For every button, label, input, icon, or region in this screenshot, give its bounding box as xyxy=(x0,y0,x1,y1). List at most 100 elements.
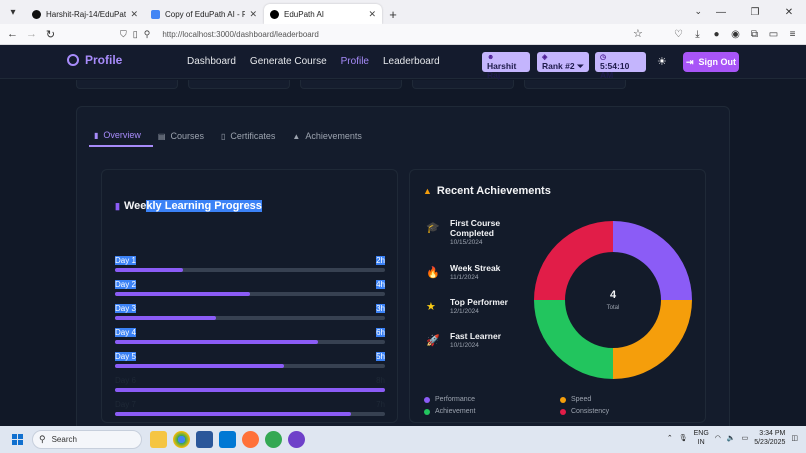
donut-slice-achievement[interactable] xyxy=(534,300,613,379)
bar-chart-icon: ▮ xyxy=(115,201,120,211)
microphone-icon[interactable]: 🎙 xyxy=(678,435,688,442)
logout-icon: ⇥ xyxy=(685,56,694,67)
windows-taskbar: ⚲ Search ⌃ 🎙 ENG IN ◠ 🔈 ▭ 3:34 PM 5/23/2… xyxy=(0,426,806,453)
day-label: Day 3 xyxy=(115,304,136,313)
download-icon[interactable]: ⤓ xyxy=(695,29,700,40)
menu-leaderboard[interactable]: Leaderboard xyxy=(383,56,440,67)
language-indicator[interactable]: ENG IN xyxy=(693,430,709,446)
rank-pill[interactable]: ◈ Rank #2 ⏷ xyxy=(537,52,589,72)
notification-icon[interactable]: ◫ xyxy=(791,435,798,442)
progress-track xyxy=(115,364,385,368)
day-value: 3h xyxy=(376,304,385,313)
tab-courses[interactable]: ▤ Courses xyxy=(153,125,216,147)
legend-achievement: Achievement xyxy=(424,408,475,415)
app-header: Profile Dashboard Generate Course Profil… xyxy=(0,45,806,80)
tab-achievements[interactable]: ▲ Achievements xyxy=(287,125,373,147)
chevron-up-icon[interactable]: ⌃ xyxy=(666,435,673,442)
minimize-icon[interactable]: — xyxy=(716,6,726,18)
back-icon[interactable]: ← xyxy=(7,28,18,40)
taskbar-search[interactable]: ⚲ Search xyxy=(32,430,142,449)
vscode-icon[interactable] xyxy=(219,431,236,448)
progress-track xyxy=(115,292,385,296)
progress-fill xyxy=(115,364,284,368)
donut-slice-consistency[interactable] xyxy=(534,221,613,300)
brand[interactable]: Profile xyxy=(67,53,122,67)
legend-performance: Performance xyxy=(424,396,475,403)
tab-title: Copy of EduPath AI - Project De xyxy=(165,9,246,19)
star-icon: ★ xyxy=(426,301,436,313)
page-icon: ▯ xyxy=(132,29,138,39)
browser-tab-docs[interactable]: Copy of EduPath AI - Project De ✕ xyxy=(145,4,263,24)
shield-icon[interactable]: ⛉ xyxy=(120,29,127,39)
profile-tabs: ▮ Overview ▤ Courses ▯ Certificates ▲ Ac… xyxy=(89,125,374,147)
close-tab-icon[interactable]: ✕ xyxy=(249,8,257,19)
word-icon[interactable] xyxy=(196,431,213,448)
progress-fill xyxy=(115,268,183,272)
day-value: 5h xyxy=(376,352,385,361)
legend-dot xyxy=(424,396,430,403)
reload-icon[interactable]: ↻ xyxy=(45,28,56,41)
url-text[interactable]: http://localhost:3000/dashboard/leaderbo… xyxy=(162,30,319,39)
time-label: 5:54:10 AM xyxy=(600,61,630,80)
taskbar-clock[interactable]: 3:34 PM 5/23/2025 xyxy=(754,430,786,446)
sign-out-button[interactable]: ⇥ Sign Out xyxy=(683,52,739,72)
search-icon: ⚲ xyxy=(39,434,46,444)
tab-overview[interactable]: ▮ Overview xyxy=(89,125,153,147)
legend-speed: Speed xyxy=(560,396,591,403)
address-bar[interactable]: ⛉ ▯ ⚲ http://localhost:3000/dashboard/le… xyxy=(120,27,650,42)
main-content: ▮ Overview ▤ Courses ▯ Certificates ▲ Ac… xyxy=(0,80,806,436)
github-desktop-icon[interactable] xyxy=(288,431,305,448)
menu-profile[interactable]: Profile xyxy=(340,56,369,67)
chrome-icon[interactable] xyxy=(173,431,190,448)
progress-fill xyxy=(115,340,318,344)
tab-list-icon[interactable]: ▾ xyxy=(10,6,16,18)
achievements-donut-chart: 4 Total xyxy=(534,221,692,379)
stat-card xyxy=(412,80,514,89)
donut-slice-speed[interactable] xyxy=(613,300,692,379)
forward-icon[interactable]: → xyxy=(26,28,37,40)
new-tab-icon[interactable]: + xyxy=(389,6,397,22)
chevron-down-icon[interactable]: ⌄ xyxy=(694,6,702,16)
stat-card xyxy=(76,80,178,89)
sidebar-icon[interactable]: ▭ xyxy=(768,29,779,40)
stat-card xyxy=(524,80,626,89)
user-name-pill[interactable]: ☻ Harshit Raj xyxy=(482,52,530,80)
windows-start-icon[interactable] xyxy=(12,434,23,445)
browser-tab-github[interactable]: Harshit-Raj-14/EduPath-AI-Bhu ✕ xyxy=(26,4,144,24)
day-value: 4h xyxy=(376,280,385,289)
menu-generate-course[interactable]: Generate Course xyxy=(249,56,327,67)
firefox-icon[interactable] xyxy=(242,431,259,448)
close-tab-icon[interactable]: ✕ xyxy=(130,8,138,19)
recent-achievements-card: ▲ Recent Achievements 🎓 First Course Comp… xyxy=(409,169,706,423)
window-controls: — ❐ ✕ xyxy=(704,0,806,24)
legend-dot xyxy=(560,396,566,403)
progress-track xyxy=(115,316,385,320)
day-label: Day 6 xyxy=(115,376,136,385)
stat-card xyxy=(188,80,290,89)
account-icon[interactable]: ◉ xyxy=(731,29,740,40)
close-window-icon[interactable]: ✕ xyxy=(784,6,794,18)
bookmark-star-icon[interactable]: ☆ xyxy=(633,28,643,40)
sun-icon[interactable]: ☀ xyxy=(657,56,667,68)
chrome-profile-icon[interactable] xyxy=(265,431,282,448)
file-explorer-icon[interactable] xyxy=(150,431,167,448)
close-tab-icon[interactable]: ✕ xyxy=(368,8,376,19)
extension-icon[interactable]: ● xyxy=(713,29,720,40)
permissions-icon[interactable]: ⚲ xyxy=(143,29,151,39)
system-tray: ⌃ 🎙 ENG IN ◠ 🔈 ▭ 3:34 PM 5/23/2025 ◫ xyxy=(667,429,798,447)
wifi-icon[interactable]: ◠ xyxy=(714,435,721,442)
menu-icon[interactable]: ≡ xyxy=(789,29,796,40)
volume-icon[interactable]: 🔈 xyxy=(726,435,736,442)
progress-track xyxy=(115,388,385,392)
donut-slice-performance[interactable] xyxy=(613,221,692,300)
pocket-icon[interactable]: ♡ xyxy=(674,29,683,40)
tab-certificates[interactable]: ▯ Certificates xyxy=(216,125,287,147)
puzzle-icon[interactable]: ⧉ xyxy=(750,29,759,40)
settings-icon xyxy=(67,54,79,66)
weekly-progress-title: ▮ Weekly Learning Progress xyxy=(115,200,262,212)
restore-icon[interactable]: ❐ xyxy=(750,6,760,18)
progress-fill xyxy=(115,316,217,320)
battery-icon[interactable]: ▭ xyxy=(741,435,749,442)
menu-dashboard[interactable]: Dashboard xyxy=(187,56,236,67)
browser-tab-edupath[interactable]: EduPath AI ✕ xyxy=(264,4,382,24)
